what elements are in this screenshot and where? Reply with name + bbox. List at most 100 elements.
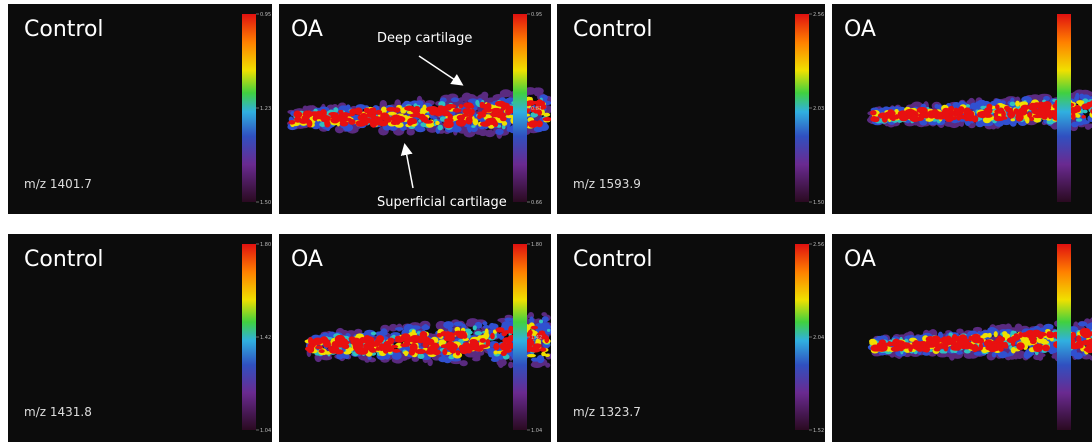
heat-spot	[1041, 103, 1049, 107]
heat-spot	[348, 119, 355, 125]
heat-spot	[465, 329, 471, 332]
panel: 2.562.041.52Controlm/z 1323.7	[557, 234, 825, 442]
heat-spot	[490, 333, 495, 340]
heat-spot	[1040, 339, 1047, 343]
heat-spot	[478, 113, 486, 118]
heat-spot	[392, 349, 400, 353]
heat-spot	[1021, 105, 1030, 110]
heat-spot	[335, 349, 344, 354]
colorbar-label: 2.04	[813, 335, 824, 341]
heat-spot	[1046, 109, 1052, 115]
heat-spot	[1029, 117, 1034, 121]
heat-spot	[371, 116, 382, 123]
colorbar-label: 0.66	[531, 200, 542, 206]
panel-image: 1.801.421.04Controlm/z 1431.8	[8, 234, 272, 442]
heat-spot	[539, 320, 543, 324]
heat-spot	[493, 343, 499, 351]
heat-spot	[437, 125, 443, 131]
panel: 1.801.421.04OA	[279, 234, 551, 442]
panel: 1.801.421.04Controlm/z 1431.8	[8, 234, 272, 442]
heat-spot	[371, 332, 376, 336]
panel: OA	[832, 4, 1092, 214]
heat-spot	[479, 344, 489, 348]
colorbar-label: 1.52	[813, 428, 824, 434]
mz-label: m/z 1431.8	[24, 405, 92, 419]
heat-spot	[473, 118, 478, 125]
colorbar	[795, 244, 809, 430]
heat-spot	[390, 126, 397, 130]
heat-spot	[1051, 355, 1056, 359]
colorbar	[795, 14, 809, 202]
heat-spot	[496, 327, 505, 333]
heat-spot	[382, 343, 391, 350]
heat-spot	[421, 325, 430, 330]
heat-spot	[1083, 110, 1088, 114]
heat-spot	[482, 104, 489, 109]
colorbar-label: 2.56	[813, 12, 824, 18]
heat-spot	[1033, 344, 1040, 349]
heat-spot	[1021, 332, 1029, 337]
heat-spot	[994, 331, 998, 337]
heat-spot	[930, 340, 940, 345]
heat-spot	[1007, 111, 1015, 119]
heat-spot	[482, 321, 487, 325]
heat-spot	[962, 341, 972, 347]
heat-spot	[483, 325, 490, 329]
arrow	[405, 146, 413, 188]
heat-spot	[891, 346, 901, 351]
heat-spot	[1036, 332, 1047, 337]
heat-spot	[1073, 352, 1083, 359]
heat-spot	[1030, 338, 1036, 344]
heat-spot	[411, 118, 417, 123]
heat-spot	[444, 118, 454, 122]
heat-spot	[508, 362, 513, 369]
heat-spot	[395, 327, 404, 331]
colorbar-label: 1.80	[531, 242, 542, 248]
heat-spot	[918, 112, 926, 118]
heat-spot	[1078, 322, 1087, 327]
heat-spot	[1076, 118, 1082, 121]
heat-spot	[407, 128, 415, 135]
heat-spot	[972, 337, 983, 343]
heat-spot	[1010, 102, 1016, 107]
heat-spot	[537, 355, 545, 363]
panel: 2.562.031.50Controlm/z 1593.9	[557, 4, 825, 214]
heat-spot	[456, 350, 461, 355]
heat-spot	[485, 328, 489, 335]
heat-spot	[941, 113, 950, 117]
heat-spot	[394, 116, 400, 124]
heat-spot	[895, 114, 899, 119]
heat-spot	[995, 337, 1002, 342]
heat-spot	[883, 115, 891, 119]
heat-spot	[338, 110, 343, 114]
heat-spot	[451, 97, 459, 102]
heat-spot	[934, 104, 939, 109]
heat-spot	[531, 326, 538, 330]
heat-spot	[502, 121, 507, 126]
heat-spot	[540, 347, 547, 351]
heat-spot	[492, 120, 497, 127]
heat-spot	[417, 353, 424, 359]
heat-spot	[460, 347, 469, 354]
heat-spot	[1000, 116, 1008, 120]
heat-spot	[543, 122, 548, 129]
heat-spot	[1080, 94, 1084, 98]
heat-spot	[508, 326, 513, 334]
mz-label: m/z 1401.7	[24, 177, 92, 191]
heat-spot	[323, 340, 331, 347]
heat-spot	[1007, 337, 1016, 343]
panel-label: OA	[291, 17, 323, 42]
heat-spot	[536, 99, 542, 105]
colorbar	[513, 14, 527, 202]
panel: 0.950.810.66OADeep cartilageSuperficial …	[279, 4, 551, 214]
colorbar-label: 1.50	[813, 200, 824, 206]
heat-spot	[910, 116, 920, 122]
heat-spot	[384, 116, 392, 123]
heat-spot	[380, 328, 387, 335]
heat-spot	[1037, 108, 1042, 116]
heat-spot	[429, 107, 437, 115]
heat-spot	[403, 351, 409, 354]
colorbar	[242, 14, 256, 202]
heat-spot	[528, 121, 537, 128]
heat-spot	[358, 120, 362, 126]
